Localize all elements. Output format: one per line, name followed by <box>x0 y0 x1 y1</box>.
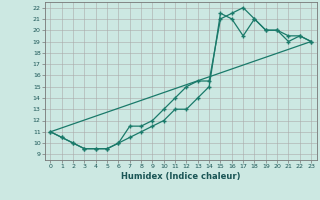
X-axis label: Humidex (Indice chaleur): Humidex (Indice chaleur) <box>121 172 241 181</box>
